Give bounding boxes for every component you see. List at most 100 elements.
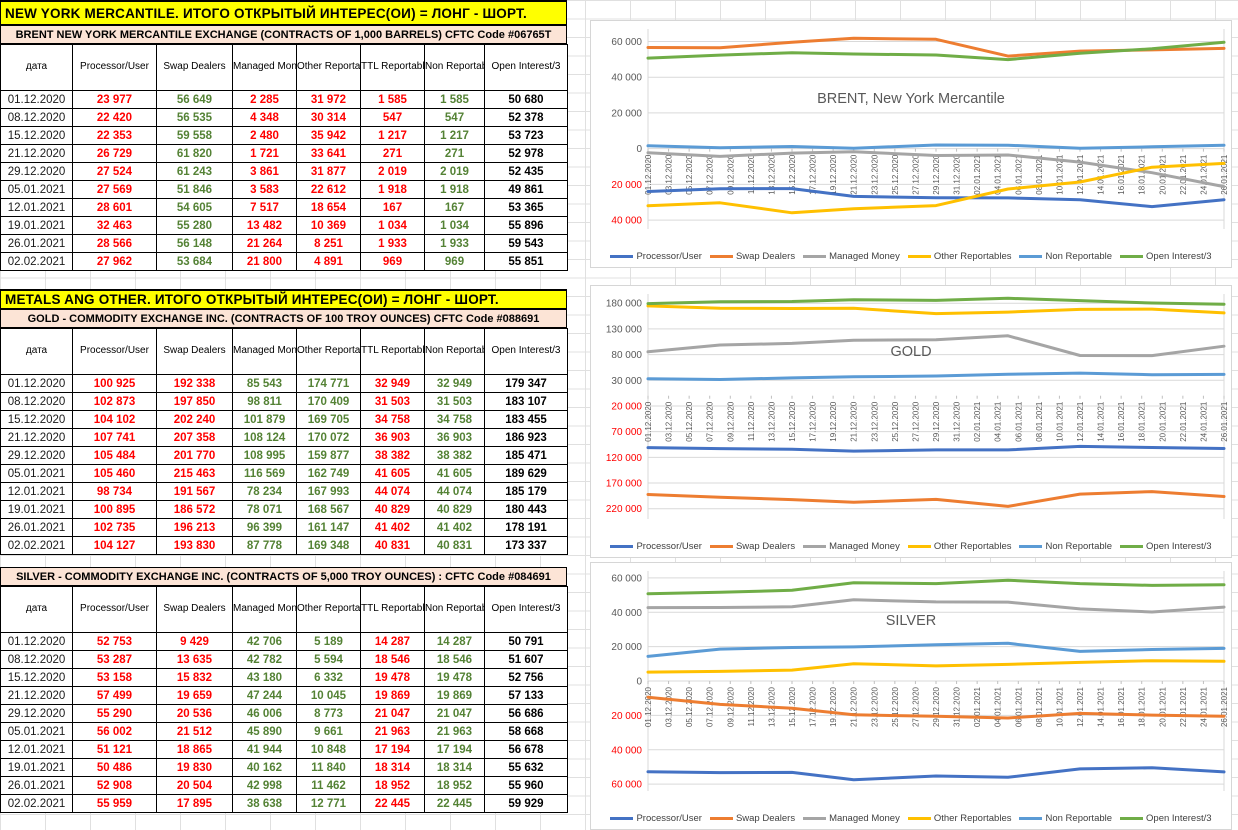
series-line-open-interest-3[interactable]: [646, 40, 1226, 62]
value-cell[interactable]: 40 831: [424, 536, 485, 555]
date-cell[interactable]: 01.12.2020: [0, 90, 73, 109]
value-cell[interactable]: 59 558: [156, 126, 233, 145]
value-cell[interactable]: 159 877: [296, 446, 361, 465]
value-cell[interactable]: 19 478: [424, 668, 485, 687]
value-cell[interactable]: 53 684: [156, 252, 233, 271]
value-cell[interactable]: 162 749: [296, 464, 361, 483]
value-cell[interactable]: 1 918: [424, 180, 485, 199]
date-cell[interactable]: 19.01.2021: [0, 500, 73, 519]
value-cell[interactable]: 23 977: [72, 90, 157, 109]
value-cell[interactable]: 5 594: [296, 650, 361, 669]
date-cell[interactable]: 29.12.2020: [0, 162, 73, 181]
value-cell[interactable]: 61 243: [156, 162, 233, 181]
value-cell[interactable]: 180 443: [484, 500, 568, 519]
value-cell[interactable]: 4 891: [296, 252, 361, 271]
column-header-non-reportable[interactable]: Non Reportable: [424, 328, 485, 375]
value-cell[interactable]: 59 929: [484, 794, 568, 813]
date-cell[interactable]: 01.12.2020: [0, 374, 73, 393]
value-cell[interactable]: 1 217: [424, 126, 485, 145]
series-line-processor-user[interactable]: [646, 766, 1226, 782]
column-header-non-reportable[interactable]: Non Reportable: [424, 44, 485, 91]
legend-item-managed-money[interactable]: Managed Money: [803, 251, 900, 262]
value-cell[interactable]: 53 158: [72, 668, 157, 687]
value-cell[interactable]: 22 353: [72, 126, 157, 145]
column-header-дата[interactable]: дата: [0, 328, 73, 375]
series-line-non-reportable[interactable]: [646, 641, 1226, 658]
column-header-other-reportables[interactable]: Other Reportables: [296, 586, 361, 633]
value-cell[interactable]: 1 034: [360, 216, 425, 235]
value-cell[interactable]: 96 399: [232, 518, 297, 537]
series-line-managed-money[interactable]: [646, 150, 1226, 189]
value-cell[interactable]: 191 567: [156, 482, 233, 501]
value-cell[interactable]: 18 546: [424, 650, 485, 669]
date-cell[interactable]: 26.01.2021: [0, 776, 73, 795]
value-cell[interactable]: 17 194: [424, 740, 485, 759]
value-cell[interactable]: 26 729: [72, 144, 157, 163]
column-header-ttl-reportables[interactable]: TTL Reportables: [360, 44, 425, 91]
value-cell[interactable]: 186 923: [484, 428, 568, 447]
date-cell[interactable]: 15.12.2020: [0, 668, 73, 687]
value-cell[interactable]: 56 678: [484, 740, 568, 759]
column-header-managed-money[interactable]: Managed Money: [232, 586, 297, 633]
value-cell[interactable]: 35 942: [296, 126, 361, 145]
column-header-ttl-reportables[interactable]: TTL Reportables: [360, 328, 425, 375]
value-cell[interactable]: 51 846: [156, 180, 233, 199]
legend-item-non-reportable[interactable]: Non Reportable: [1019, 251, 1112, 262]
date-cell[interactable]: 19.01.2021: [0, 216, 73, 235]
value-cell[interactable]: 21 963: [360, 722, 425, 741]
legend-item-processor-user[interactable]: Processor/User: [610, 251, 702, 262]
column-header-swap-dealers[interactable]: Swap Dealers: [156, 328, 233, 375]
value-cell[interactable]: 169 348: [296, 536, 361, 555]
series-line-processor-user[interactable]: [646, 444, 1226, 453]
chart-gold[interactable]: 180 000 130 000 80 000 30 000 20 000 70 000 12…: [590, 285, 1232, 558]
value-cell[interactable]: 52 908: [72, 776, 157, 795]
date-cell[interactable]: 21.12.2020: [0, 686, 73, 705]
date-cell[interactable]: 12.01.2021: [0, 482, 73, 501]
value-cell[interactable]: 55 290: [72, 704, 157, 723]
legend-item-swap-dealers[interactable]: Swap Dealers: [709, 813, 795, 824]
column-header-ttl-reportables[interactable]: TTL Reportables: [360, 586, 425, 633]
value-cell[interactable]: 20 504: [156, 776, 233, 795]
date-cell[interactable]: 15.12.2020: [0, 126, 73, 145]
value-cell[interactable]: 78 071: [232, 500, 297, 519]
value-cell[interactable]: 55 632: [484, 758, 568, 777]
date-cell[interactable]: 05.01.2021: [0, 180, 73, 199]
value-cell[interactable]: 47 244: [232, 686, 297, 705]
value-cell[interactable]: 215 463: [156, 464, 233, 483]
value-cell[interactable]: 11 462: [296, 776, 361, 795]
value-cell[interactable]: 2 480: [232, 126, 297, 145]
series-line-other-reportables[interactable]: [646, 304, 1226, 316]
value-cell[interactable]: 547: [424, 108, 485, 127]
date-cell[interactable]: 15.12.2020: [0, 410, 73, 429]
value-cell[interactable]: 192 338: [156, 374, 233, 393]
value-cell[interactable]: 44 074: [424, 482, 485, 501]
value-cell[interactable]: 21 963: [424, 722, 485, 741]
section-banner-metals[interactable]: METALS ANG OTHER. ИТОГО ОТКРЫТЫЙ ИНТЕРЕС…: [0, 289, 567, 309]
date-cell[interactable]: 29.12.2020: [0, 446, 73, 465]
date-cell[interactable]: 02.02.2021: [0, 252, 73, 271]
value-cell[interactable]: 2 285: [232, 90, 297, 109]
value-cell[interactable]: 8 251: [296, 234, 361, 253]
legend-item-swap-dealers[interactable]: Swap Dealers: [709, 541, 795, 552]
date-cell[interactable]: 21.12.2020: [0, 144, 73, 163]
value-cell[interactable]: 34 758: [360, 410, 425, 429]
value-cell[interactable]: 21 047: [424, 704, 485, 723]
date-cell[interactable]: 01.12.2020: [0, 632, 73, 651]
value-cell[interactable]: 41 402: [360, 518, 425, 537]
value-cell[interactable]: 56 649: [156, 90, 233, 109]
value-cell[interactable]: 50 791: [484, 632, 568, 651]
column-header-open-interest-3[interactable]: Open Interest/3: [484, 328, 568, 375]
value-cell[interactable]: 31 972: [296, 90, 361, 109]
value-cell[interactable]: 201 770: [156, 446, 233, 465]
value-cell[interactable]: 19 659: [156, 686, 233, 705]
value-cell[interactable]: 170 409: [296, 392, 361, 411]
value-cell[interactable]: 53 287: [72, 650, 157, 669]
value-cell[interactable]: 10 848: [296, 740, 361, 759]
value-cell[interactable]: 100 925: [72, 374, 157, 393]
value-cell[interactable]: 18 952: [424, 776, 485, 795]
value-cell[interactable]: 14 287: [360, 632, 425, 651]
value-cell[interactable]: 28 601: [72, 198, 157, 217]
value-cell[interactable]: 34 758: [424, 410, 485, 429]
value-cell[interactable]: 27 569: [72, 180, 157, 199]
value-cell[interactable]: 107 741: [72, 428, 157, 447]
